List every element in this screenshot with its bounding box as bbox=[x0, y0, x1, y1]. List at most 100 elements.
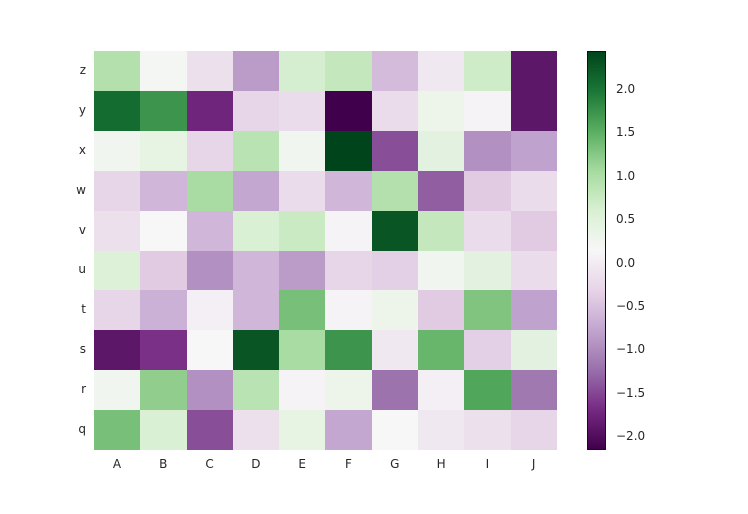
heatmap-cell bbox=[371, 210, 419, 251]
heatmap-cell bbox=[279, 90, 326, 131]
heatmap-cell bbox=[279, 410, 326, 450]
heatmap-cell bbox=[510, 370, 557, 411]
heatmap-cell bbox=[94, 370, 141, 411]
heatmap-cell bbox=[232, 90, 280, 131]
heatmap-cell bbox=[94, 410, 141, 450]
heatmap-cell bbox=[418, 210, 465, 251]
heatmap-cell bbox=[464, 130, 511, 171]
colorbar-tick-label: 1.0 bbox=[616, 168, 636, 183]
x-tick-label: D bbox=[251, 457, 261, 471]
x-tick-label: J bbox=[531, 457, 536, 471]
heatmap-cell bbox=[510, 170, 557, 211]
heatmap-cell bbox=[94, 290, 141, 331]
heatmap-cell bbox=[279, 290, 326, 331]
heatmap-cell bbox=[510, 290, 557, 331]
heatmap-cell bbox=[186, 250, 233, 291]
colorbar-tick-label: 0.0 bbox=[616, 255, 636, 270]
x-tick-label: H bbox=[436, 457, 446, 471]
heatmap-cell bbox=[140, 410, 187, 450]
heatmap-cell bbox=[186, 410, 233, 450]
heatmap-cell bbox=[186, 290, 233, 331]
colorbar-tick-label: 2.0 bbox=[616, 82, 636, 97]
colorbar-tick-label: −1.5 bbox=[616, 385, 646, 400]
heatmap-cell bbox=[94, 250, 141, 291]
heatmap-cell bbox=[510, 330, 557, 371]
heatmap-cell bbox=[418, 170, 465, 211]
x-tick-label: C bbox=[205, 457, 214, 471]
y-tick-label: u bbox=[78, 262, 86, 277]
heatmap-cell bbox=[94, 330, 141, 371]
x-tick-label: I bbox=[485, 457, 490, 471]
heatmap-cell bbox=[418, 90, 465, 131]
heatmap-cell bbox=[232, 330, 280, 371]
heatmap-cell bbox=[371, 250, 419, 291]
heatmap-cell bbox=[325, 250, 372, 291]
heatmap-cell bbox=[371, 130, 419, 171]
heatmap-cell bbox=[140, 130, 187, 171]
heatmap-cell bbox=[510, 90, 557, 131]
heatmap-cell bbox=[325, 410, 372, 450]
y-tick-label: r bbox=[81, 382, 86, 397]
heatmap-cell bbox=[325, 370, 372, 411]
heatmap-cell bbox=[371, 410, 419, 450]
heatmap-cell bbox=[140, 290, 187, 331]
heatmap-cell bbox=[325, 51, 372, 91]
heatmap-cell bbox=[418, 330, 465, 371]
heatmap-cell bbox=[186, 210, 233, 251]
heatmap-cell bbox=[464, 51, 511, 91]
heatmap-cell bbox=[325, 330, 372, 371]
heatmap-cell bbox=[232, 250, 280, 291]
heatmap-cell bbox=[279, 130, 326, 171]
heatmap-cell bbox=[279, 210, 326, 251]
heatmap-cell bbox=[140, 170, 187, 211]
heatmap-cell bbox=[325, 90, 372, 131]
heatmap-cell bbox=[371, 90, 419, 131]
heatmap-cell bbox=[418, 410, 465, 450]
heatmap-cell bbox=[464, 370, 511, 411]
heatmap-cell bbox=[232, 51, 280, 91]
y-tick-label: q bbox=[78, 422, 86, 437]
heatmap-cell bbox=[186, 90, 233, 131]
heatmap-cell bbox=[464, 170, 511, 211]
heatmap-cell bbox=[186, 170, 233, 211]
heatmap-cell bbox=[232, 130, 280, 171]
heatmap-cell bbox=[140, 90, 187, 131]
heatmap-cell bbox=[371, 370, 419, 411]
heatmap-cell bbox=[140, 210, 187, 251]
heatmap-cell bbox=[418, 130, 465, 171]
heatmap-cell bbox=[510, 410, 557, 450]
y-tick-label: s bbox=[79, 342, 86, 357]
heatmap-cell bbox=[94, 170, 141, 211]
heatmap-cell bbox=[464, 330, 511, 371]
heatmap-cell bbox=[464, 250, 511, 291]
heatmap-cell bbox=[186, 330, 233, 371]
heatmap-cell bbox=[510, 51, 557, 91]
heatmap-cell bbox=[279, 250, 326, 291]
x-tick-label: E bbox=[298, 457, 306, 471]
colorbar-tick-label: −1.0 bbox=[616, 342, 646, 357]
heatmap-cell bbox=[94, 51, 141, 91]
heatmap-cell bbox=[232, 410, 280, 450]
heatmap-cell bbox=[418, 370, 465, 411]
heatmap-cell bbox=[279, 370, 326, 411]
heatmap-cell bbox=[510, 130, 557, 171]
heatmap-cell bbox=[140, 330, 187, 371]
x-tick-label: F bbox=[345, 457, 352, 471]
heatmap-cell bbox=[232, 290, 280, 331]
heatmap-cell bbox=[94, 210, 141, 251]
heatmap-cell bbox=[325, 210, 372, 251]
heatmap-cell bbox=[140, 250, 187, 291]
heatmap-cell bbox=[140, 370, 187, 411]
heatmap-cell bbox=[279, 170, 326, 211]
heatmap-cell bbox=[464, 290, 511, 331]
y-tick-label: t bbox=[81, 302, 86, 317]
heatmap-cell bbox=[464, 210, 511, 251]
heatmap-cell bbox=[232, 370, 280, 411]
heatmap-cell bbox=[371, 170, 419, 211]
colorbar-tick-label: −0.5 bbox=[616, 298, 646, 313]
heatmap-cell bbox=[232, 170, 280, 211]
heatmap-cell bbox=[510, 250, 557, 291]
heatmap-grid bbox=[94, 51, 557, 450]
heatmap-cell bbox=[279, 330, 326, 371]
colorbar bbox=[587, 51, 606, 450]
